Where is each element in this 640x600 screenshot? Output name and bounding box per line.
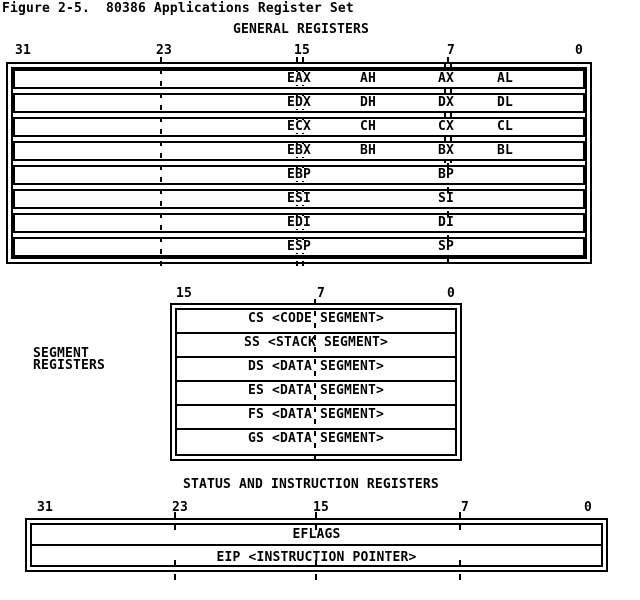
register-label-al: AL xyxy=(497,71,513,86)
register-label-bp: BP xyxy=(438,167,454,182)
status-bit15-tick-2 xyxy=(315,524,317,530)
segment-label-cs: CS <CODE SEGMENT> xyxy=(248,311,384,326)
status-label-eflags: EFLAGS xyxy=(292,527,341,542)
general-bit7-tick-column-right xyxy=(450,64,452,163)
general-register-row-esp xyxy=(13,237,585,257)
segment-register-row-fs xyxy=(177,406,455,430)
segment-label-ss: SS <STACK SEGMENT> xyxy=(244,335,388,350)
register-label-ecx: ECX xyxy=(287,119,311,134)
register-label-esp: ESP xyxy=(287,239,311,254)
register-label-eax: EAX xyxy=(287,71,311,86)
general-bit-label-31: 31 xyxy=(15,43,31,58)
segment-label-ds: DS <DATA SEGMENT> xyxy=(248,359,384,374)
segment-register-row-ds xyxy=(177,358,455,382)
figure-title: Figure 2-5. 80386 Applications Register … xyxy=(2,1,354,16)
general-registers-table xyxy=(6,62,592,264)
segment-bit-label-0: 0 xyxy=(447,286,455,301)
register-label-bx: BX xyxy=(438,143,454,158)
status-bit-label-0: 0 xyxy=(584,500,592,515)
status-register-row-eflags xyxy=(32,525,601,546)
segment-register-row-es xyxy=(177,382,455,406)
register-label-cx: CX xyxy=(438,119,454,134)
general-bit15-tick-column-left xyxy=(296,57,298,268)
register-label-ax: AX xyxy=(438,71,454,86)
status-bit7-tick-1 xyxy=(459,512,461,518)
register-label-sp: SP xyxy=(438,239,454,254)
segment-label-gs: GS <DATA SEGMENT> xyxy=(248,431,384,446)
status-registers-heading: STATUS AND INSTRUCTION REGISTERS xyxy=(183,477,439,492)
register-label-edx: EDX xyxy=(287,95,311,110)
status-bit-label-15: 15 xyxy=(313,500,329,515)
general-bit-label-0: 0 xyxy=(575,43,583,58)
register-label-dl: DL xyxy=(497,95,513,110)
register-label-ebp: EBP xyxy=(287,167,311,182)
segment-registers-table xyxy=(170,303,462,461)
segment-label-fs: FS <DATA SEGMENT> xyxy=(248,407,384,422)
general-registers-heading: GENERAL REGISTERS xyxy=(233,22,369,37)
segment-label-es: ES <DATA SEGMENT> xyxy=(248,383,384,398)
register-label-bh: BH xyxy=(360,143,376,158)
general-register-row-edi xyxy=(13,213,585,233)
status-bit15-tick-4 xyxy=(315,574,317,580)
segment-bit-label-15: 15 xyxy=(176,286,192,301)
segment-registers-heading-line2: REGISTERS xyxy=(33,358,105,373)
general-bit7-tick-top xyxy=(447,57,449,63)
register-label-si: SI xyxy=(438,191,454,206)
register-label-di: DI xyxy=(438,215,454,230)
general-bit23-tick-column xyxy=(160,57,162,268)
segment-register-row-cs xyxy=(177,310,455,334)
general-bit-label-23: 23 xyxy=(156,43,172,58)
general-bit7-tick-column-left xyxy=(444,64,446,163)
register-label-edi: EDI xyxy=(287,215,311,230)
status-bit-label-23: 23 xyxy=(172,500,188,515)
segment-register-row-ss xyxy=(177,334,455,358)
status-bit7-tick-2 xyxy=(459,524,461,530)
status-bit-label-7: 7 xyxy=(461,500,469,515)
status-bit7-tick-3 xyxy=(459,560,461,566)
status-bit7-tick-4 xyxy=(459,574,461,580)
status-bit23-tick-2 xyxy=(174,524,176,530)
status-bit23-tick-4 xyxy=(174,574,176,580)
general-bit-label-7: 7 xyxy=(447,43,455,58)
status-bit15-tick-1 xyxy=(315,512,317,518)
status-bit23-tick-1 xyxy=(174,512,176,518)
register-label-ebx: EBX xyxy=(287,143,311,158)
register-label-ch: CH xyxy=(360,119,376,134)
status-bit-label-31: 31 xyxy=(37,500,53,515)
register-label-esi: ESI xyxy=(287,191,311,206)
general-register-row-edx xyxy=(13,93,585,113)
register-label-dh: DH xyxy=(360,95,376,110)
status-registers-table xyxy=(25,518,608,572)
segment-bit-label-7: 7 xyxy=(317,286,325,301)
status-bit23-tick-3 xyxy=(174,560,176,566)
register-label-bl: BL xyxy=(497,143,513,158)
general-bit15-tick-column-right xyxy=(302,57,304,268)
general-register-row-ecx xyxy=(13,117,585,137)
segment-registers-heading-line1: SEGMENT xyxy=(33,346,89,361)
general-register-row-ebp xyxy=(13,165,585,185)
status-bit15-tick-3 xyxy=(315,560,317,566)
general-bit-label-15: 15 xyxy=(294,43,310,58)
general-register-row-eax xyxy=(13,69,585,89)
status-label-eip: EIP <INSTRUCTION POINTER> xyxy=(216,550,417,565)
general-register-row-ebx xyxy=(13,141,585,161)
register-label-dx: DX xyxy=(438,95,454,110)
register-label-ah: AH xyxy=(360,71,376,86)
segment-bit7-tick-column xyxy=(314,299,316,461)
register-label-cl: CL xyxy=(497,119,513,134)
general-bit7-tick-column-low xyxy=(447,163,449,268)
general-register-row-esi xyxy=(13,189,585,209)
